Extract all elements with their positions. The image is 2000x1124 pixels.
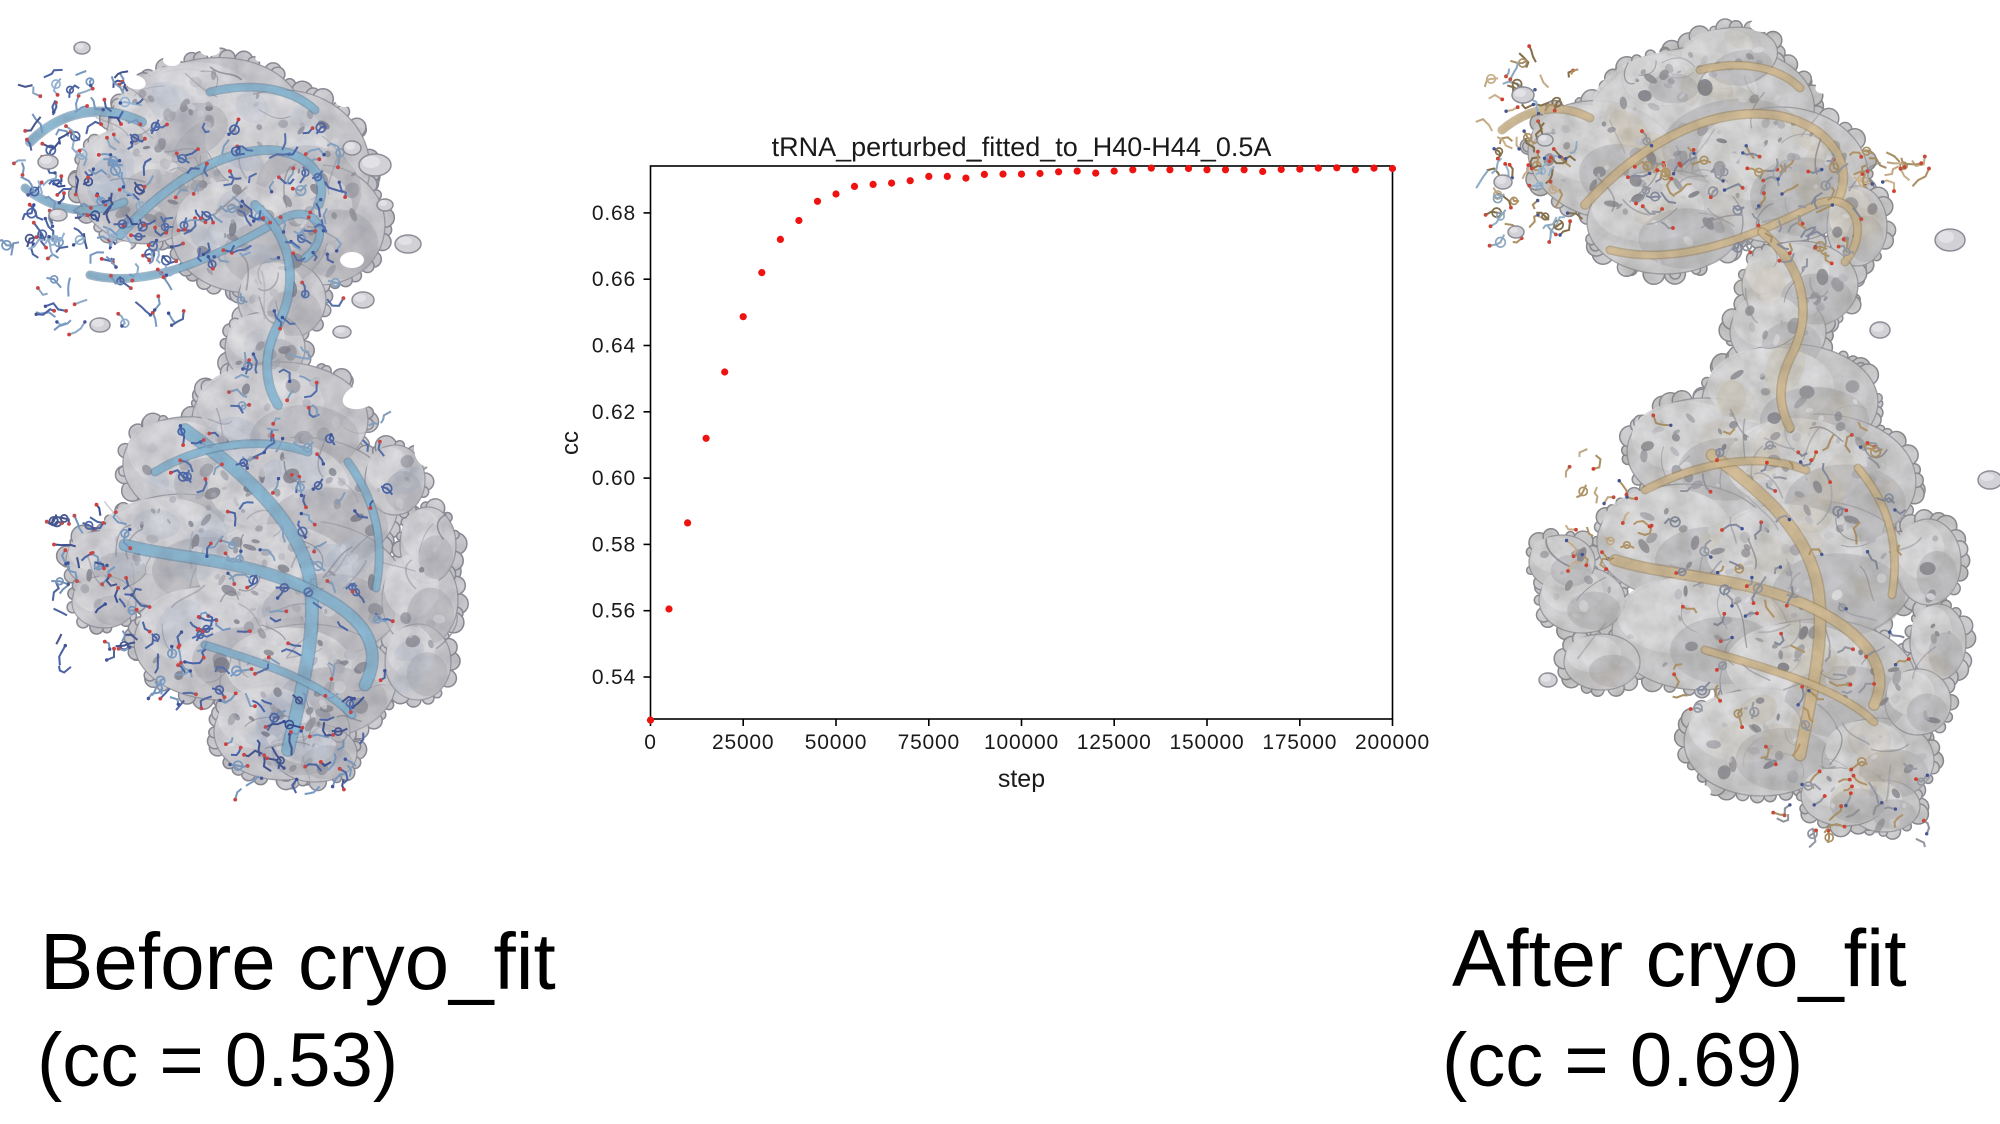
svg-text:cc: cc [557, 431, 584, 455]
svg-text:0.64: 0.64 [592, 335, 636, 358]
svg-text:0.68: 0.68 [592, 202, 636, 225]
svg-text:175000: 175000 [1262, 731, 1337, 754]
svg-text:0.66: 0.66 [592, 268, 636, 291]
svg-text:0.56: 0.56 [592, 600, 636, 623]
svg-text:tRNA_perturbed_fitted_to_H40-H: tRNA_perturbed_fitted_to_H40-H44_0.5A [772, 132, 1272, 162]
svg-text:125000: 125000 [1077, 731, 1152, 754]
svg-text:150000: 150000 [1170, 731, 1245, 754]
svg-text:0.58: 0.58 [592, 533, 636, 556]
svg-text:25000: 25000 [712, 731, 774, 754]
svg-text:0.62: 0.62 [592, 401, 636, 424]
svg-text:0.60: 0.60 [592, 467, 636, 490]
svg-text:200000: 200000 [1355, 731, 1430, 754]
svg-text:0.54: 0.54 [592, 666, 636, 689]
svg-text:50000: 50000 [805, 731, 867, 754]
svg-text:100000: 100000 [984, 731, 1059, 754]
svg-text:75000: 75000 [898, 731, 960, 754]
svg-text:step: step [998, 765, 1045, 793]
svg-text:0: 0 [644, 731, 656, 754]
